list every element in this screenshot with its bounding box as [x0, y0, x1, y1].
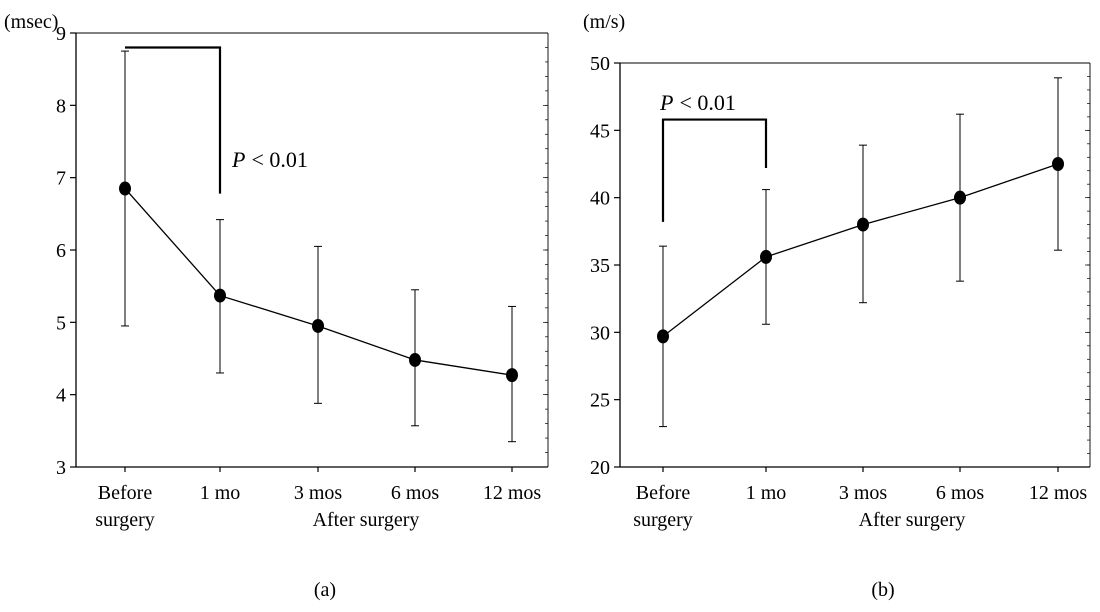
p-value-label: P < 0.01: [659, 90, 736, 115]
panel-label: (b): [871, 579, 894, 601]
data-point: [214, 288, 226, 303]
p-value-label: P < 0.01: [231, 147, 308, 172]
data-point: [954, 190, 966, 205]
y-tick-label: 5: [56, 312, 66, 334]
significance-bracket: [125, 46, 222, 194]
y-tick-label: 35: [590, 255, 610, 277]
y-tick-label: 40: [590, 188, 610, 210]
chart-panel-1: 20 25 30 35 40 45 50 (m/s) Before surgery 1 mo 3 mo…: [583, 11, 1091, 601]
x-group-label: After surgery: [859, 509, 966, 531]
y-tick-label: 4: [56, 385, 66, 407]
data-point: [409, 352, 421, 367]
x-category-label: Before: [636, 482, 691, 504]
data-point: [506, 368, 518, 383]
panel-label: (a): [314, 579, 336, 601]
y-unit-label: (msec): [4, 11, 58, 33]
x-category-label: 1 mo: [200, 482, 241, 504]
data-point: [857, 217, 869, 232]
data-point: [119, 181, 131, 196]
y-tick-label: 45: [590, 120, 610, 142]
x-category-label: 1 mo: [746, 482, 787, 504]
data-point: [657, 329, 669, 344]
series-line: [662, 163, 1059, 337]
y-tick-label: 3: [56, 457, 66, 479]
x-category-label: Before: [98, 482, 153, 504]
y-tick-label: 25: [590, 390, 610, 412]
y-tick-label: 50: [590, 53, 610, 75]
significance-bracket: [661, 118, 768, 222]
y-unit-label: (m/s): [583, 11, 625, 33]
x-category-label: 6 mos: [391, 482, 440, 504]
x-category-label: 12 mos: [483, 482, 542, 504]
data-point: [312, 318, 324, 333]
x-category-label: 12 mos: [1029, 482, 1088, 504]
data-point: [760, 249, 772, 264]
x-category-label: 3 mos: [294, 482, 343, 504]
x-category-label: 3 mos: [839, 482, 888, 504]
y-tick-label: 30: [590, 322, 610, 344]
chart-panel-0: 3 4 5 6 7 8 9(msec) Before surgery 1 mo 3 mos 6 mos…: [4, 11, 549, 601]
y-tick-label: 6: [56, 240, 66, 262]
x-group-label: After surgery: [313, 509, 420, 531]
data-point: [1052, 157, 1064, 171]
y-tick-label: 7: [56, 168, 66, 190]
y-tick-label: 9: [56, 23, 66, 45]
y-tick-label: 8: [56, 95, 66, 117]
x-category-label: surgery: [633, 509, 693, 531]
x-category-label: surgery: [95, 509, 155, 531]
x-category-label: 6 mos: [936, 482, 985, 504]
y-tick-label: 20: [590, 457, 610, 479]
